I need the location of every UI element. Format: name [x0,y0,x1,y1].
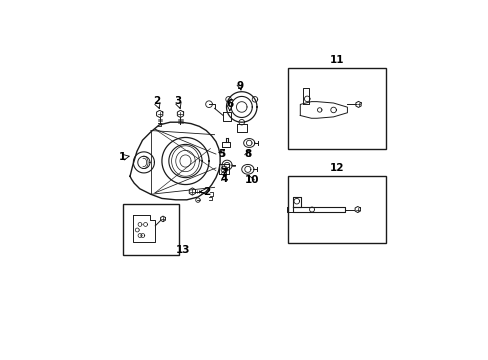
Text: 8: 8 [244,149,251,159]
Bar [123,204,178,255]
Text: 12: 12 [329,163,344,174]
Text: 6: 6 [226,99,233,109]
Text: 4: 4 [220,174,227,184]
Text: 2: 2 [202,186,209,197]
Bar [287,176,386,243]
Text: 3: 3 [174,96,181,107]
Bar [287,68,386,149]
Text: 9: 9 [236,81,243,91]
Text: 10: 10 [244,175,259,185]
Text: 7: 7 [220,168,227,179]
Text: 1: 1 [119,152,126,162]
Text: 11: 11 [329,55,344,65]
Text: 2: 2 [152,96,160,107]
Text: 13: 13 [176,245,190,255]
Text: 5: 5 [218,149,224,159]
